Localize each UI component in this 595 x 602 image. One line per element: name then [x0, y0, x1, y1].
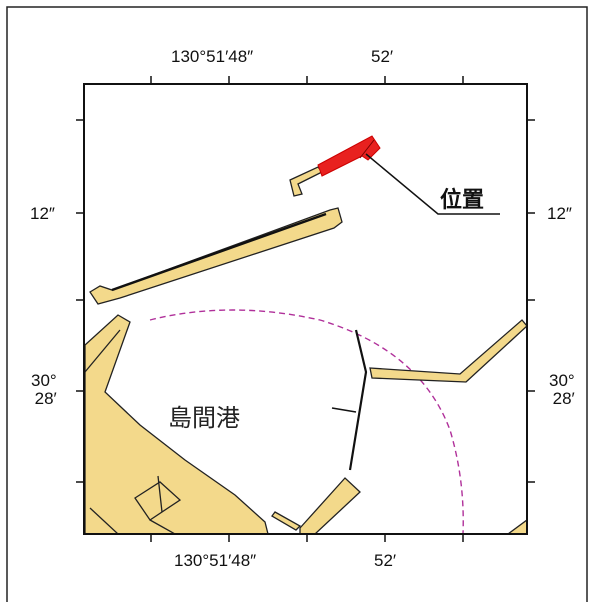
right-lat-deg: 30°: [549, 371, 575, 390]
bottom-lon-label-1: 130°51′48″: [174, 551, 257, 570]
left-lat-deg: 30°: [31, 371, 57, 390]
top-lon-label-2: 52′: [371, 47, 394, 66]
right-lat-min: 28′: [552, 388, 575, 408]
top-lon-label-1: 130°51′48″: [171, 47, 254, 66]
left-lat-min: 28′: [34, 388, 57, 408]
left-lat-label-12: 12″: [30, 204, 55, 223]
right-lat-label-30-28: 30° 28′: [549, 372, 575, 408]
left-lat-label-30-28: 30° 28′: [31, 372, 57, 408]
bottom-lon-label-2: 52′: [374, 551, 397, 570]
right-lat-label-12: 12″: [547, 204, 572, 223]
position-callout-label: 位置: [440, 188, 485, 213]
radius-circle: [149, 309, 464, 533]
harbor-name-label: 島間港: [168, 404, 240, 432]
structures: [111, 212, 368, 471]
tick-marks: [76, 76, 535, 542]
page-border: [6, 6, 588, 602]
callout-leader-line: [365, 153, 500, 215]
position-marker: [317, 135, 381, 177]
